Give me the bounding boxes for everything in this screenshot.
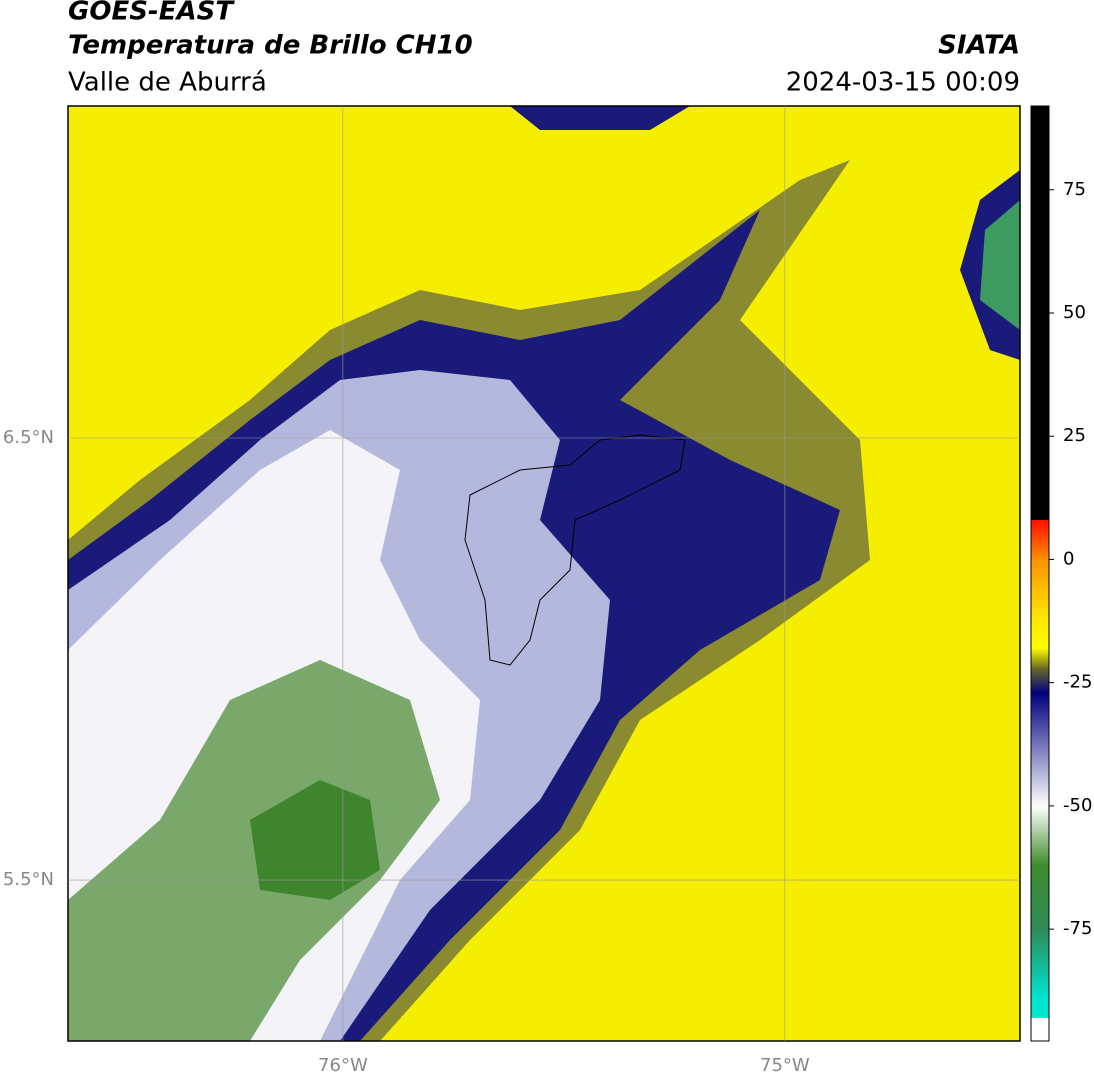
- colorbar-segment: [1031, 929, 1049, 999]
- y-tick-label: 6.5°N: [3, 427, 54, 448]
- colorbar-tick-label: -50: [1063, 795, 1092, 816]
- title: GOES-EAST: [68, 0, 235, 27]
- colorbar-segment: [1031, 106, 1049, 521]
- colorbar-segment: [1031, 998, 1049, 1019]
- colorbar-segment: [1031, 805, 1049, 866]
- colorbar-tick-label: -25: [1063, 672, 1092, 693]
- municipal-boundaries: [464, 434, 686, 666]
- colorbar-segment: [1031, 559, 1049, 620]
- source: SIATA: [938, 31, 1020, 61]
- map-frame: [67, 105, 1021, 1042]
- cloud-top: [510, 106, 690, 130]
- cloud-right-core: [980, 200, 1020, 330]
- colorbar-segment: [1031, 1017, 1049, 1042]
- colorbar-segment: [1031, 692, 1049, 807]
- y-tick-label: 5.5°N: [3, 869, 54, 890]
- colorbar-tick-label: 75: [1063, 179, 1086, 200]
- colorbar-segment: [1031, 648, 1049, 669]
- x-tick-label: 75°W: [760, 1055, 810, 1076]
- datetime: 2024-03-15 00:09: [786, 68, 1020, 98]
- colorbar: 75 50 25 0 -25 -50 -75: [1031, 106, 1092, 1042]
- colorbar-tick-label: -75: [1063, 918, 1092, 939]
- colorbar-segment: [1031, 865, 1049, 930]
- subtitle: Temperatura de Brillo CH10: [68, 31, 473, 61]
- x-tick-label: 76°W: [318, 1055, 368, 1076]
- colorbar-segment: [1031, 667, 1049, 694]
- colorbar-segment: [1031, 618, 1049, 649]
- colorbar-tick-label: 25: [1063, 425, 1086, 446]
- colorbar-tick-label: 0: [1063, 548, 1074, 569]
- green-core: [250, 780, 380, 900]
- green-band: [68, 660, 440, 1041]
- colorbar-frame: [1030, 105, 1050, 1042]
- brightness-field: [68, 106, 1020, 1041]
- colorbar-segment: [1031, 520, 1049, 560]
- region: Valle de Aburrá: [68, 68, 267, 98]
- colorbar-tick-label: 50: [1063, 302, 1086, 323]
